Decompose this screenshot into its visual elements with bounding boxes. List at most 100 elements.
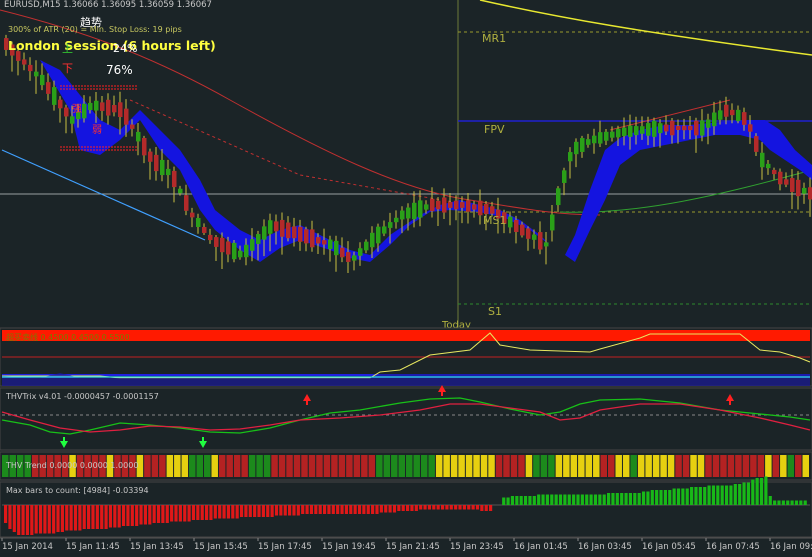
- candle-body: [766, 163, 771, 169]
- trend-block: [338, 455, 346, 477]
- candle-body: [760, 152, 765, 168]
- histogram-bar: [615, 493, 619, 505]
- candle-body: [730, 109, 735, 116]
- trend-block: [518, 455, 525, 477]
- histogram-bar: [681, 488, 685, 505]
- histogram-bar: [668, 490, 672, 505]
- candle-body: [370, 232, 375, 248]
- trix-down-arrow-2: [438, 385, 446, 396]
- candle-body: [430, 198, 435, 212]
- histogram-bar: [82, 505, 86, 529]
- trend-block: [271, 455, 278, 477]
- trix-green-line: [1, 397, 811, 435]
- histogram-bar: [711, 485, 716, 505]
- trend-block: [652, 455, 660, 477]
- candle-body: [40, 74, 45, 86]
- histogram-bar: [384, 505, 388, 513]
- fpv-label: FPV: [484, 123, 505, 136]
- candle-body: [736, 109, 741, 122]
- candle-body: [676, 125, 681, 131]
- histogram-bar: [576, 494, 580, 505]
- histogram-bar: [742, 482, 746, 505]
- histogram-bar: [375, 505, 379, 514]
- thv-trend-label: THV Trend 0.0000 0.0000 1.0000: [5, 461, 138, 470]
- candle-body: [466, 200, 471, 212]
- histogram-bar: [720, 485, 724, 505]
- trend-block: [233, 455, 241, 477]
- candle-body: [454, 200, 459, 210]
- candle-body: [316, 237, 321, 244]
- histogram-bar: [143, 505, 147, 525]
- candle-body: [292, 226, 297, 239]
- trend-block: [757, 455, 765, 477]
- candle-body: [718, 110, 723, 120]
- candle-body: [640, 126, 645, 134]
- time-axis-label: 15 Jan 23:45: [450, 542, 504, 552]
- histogram-bar: [751, 479, 755, 505]
- candle-body: [484, 203, 489, 215]
- trend-block: [106, 455, 114, 477]
- histogram-bar: [362, 505, 366, 514]
- trend-block: [159, 455, 166, 477]
- histogram-bar: [440, 505, 445, 510]
- histogram-bar: [126, 505, 130, 526]
- histogram-bar: [773, 500, 777, 505]
- trend-block: [450, 455, 458, 477]
- trend-blocks: [2, 455, 809, 477]
- histogram-bar: [56, 505, 60, 532]
- mr1-label: MR1: [482, 32, 506, 45]
- candle-body: [238, 250, 243, 258]
- trend-down-percent: 76%: [106, 63, 133, 77]
- time-axis-label: 16 Jan 03:45: [578, 542, 632, 552]
- histogram-bar: [205, 505, 209, 520]
- histogram-bar: [467, 505, 471, 510]
- histogram-bar: [292, 505, 296, 516]
- candle-body: [538, 232, 543, 250]
- candle-body: [478, 200, 483, 216]
- histogram-bar: [331, 505, 335, 514]
- london-session-text: London Session (6 hours left): [8, 38, 216, 53]
- histogram-bar: [532, 496, 536, 505]
- candle-body: [286, 222, 291, 239]
- histogram-bar: [60, 505, 64, 532]
- trend-block: [99, 455, 106, 477]
- histogram-bar: [506, 497, 510, 505]
- trend-block: [189, 455, 196, 477]
- trend-block: [705, 455, 712, 477]
- trend-block: [301, 455, 308, 477]
- trend-block: [600, 455, 607, 477]
- candle-body: [652, 120, 657, 137]
- candle-body: [562, 170, 567, 183]
- trend-block: [398, 455, 405, 477]
- histogram-bar: [519, 496, 523, 505]
- trend-block: [84, 455, 91, 477]
- trend-block: [593, 455, 600, 477]
- histogram-bar: [593, 494, 598, 505]
- histogram-bar: [47, 505, 51, 534]
- histogram-bar: [170, 505, 174, 522]
- histogram-bar: [685, 488, 689, 505]
- histogram-bar: [73, 505, 78, 531]
- overbought-oversold-panel: 超买卖线 0.4500 0.4500 0.5500: [0, 327, 812, 387]
- candle-body: [628, 125, 633, 137]
- candle-body: [268, 220, 273, 234]
- histogram-bar: [541, 494, 545, 505]
- histogram-bar: [803, 500, 807, 505]
- histogram-bar: [353, 505, 357, 514]
- histogram-bar: [537, 494, 541, 505]
- candle-body: [208, 234, 213, 241]
- histogram-bar: [161, 505, 165, 523]
- histogram-bar: [213, 505, 217, 519]
- candle-body: [166, 168, 171, 176]
- trend-block: [682, 455, 690, 477]
- candle-body: [274, 221, 279, 232]
- histogram-bar: [746, 482, 750, 505]
- histogram-bar: [620, 493, 624, 505]
- histogram-bar: [336, 505, 340, 514]
- histogram-bar: [309, 505, 314, 514]
- candle-body: [448, 202, 453, 208]
- candle-body: [742, 112, 747, 125]
- histogram-bar: [257, 505, 261, 517]
- trend-block: [174, 455, 181, 477]
